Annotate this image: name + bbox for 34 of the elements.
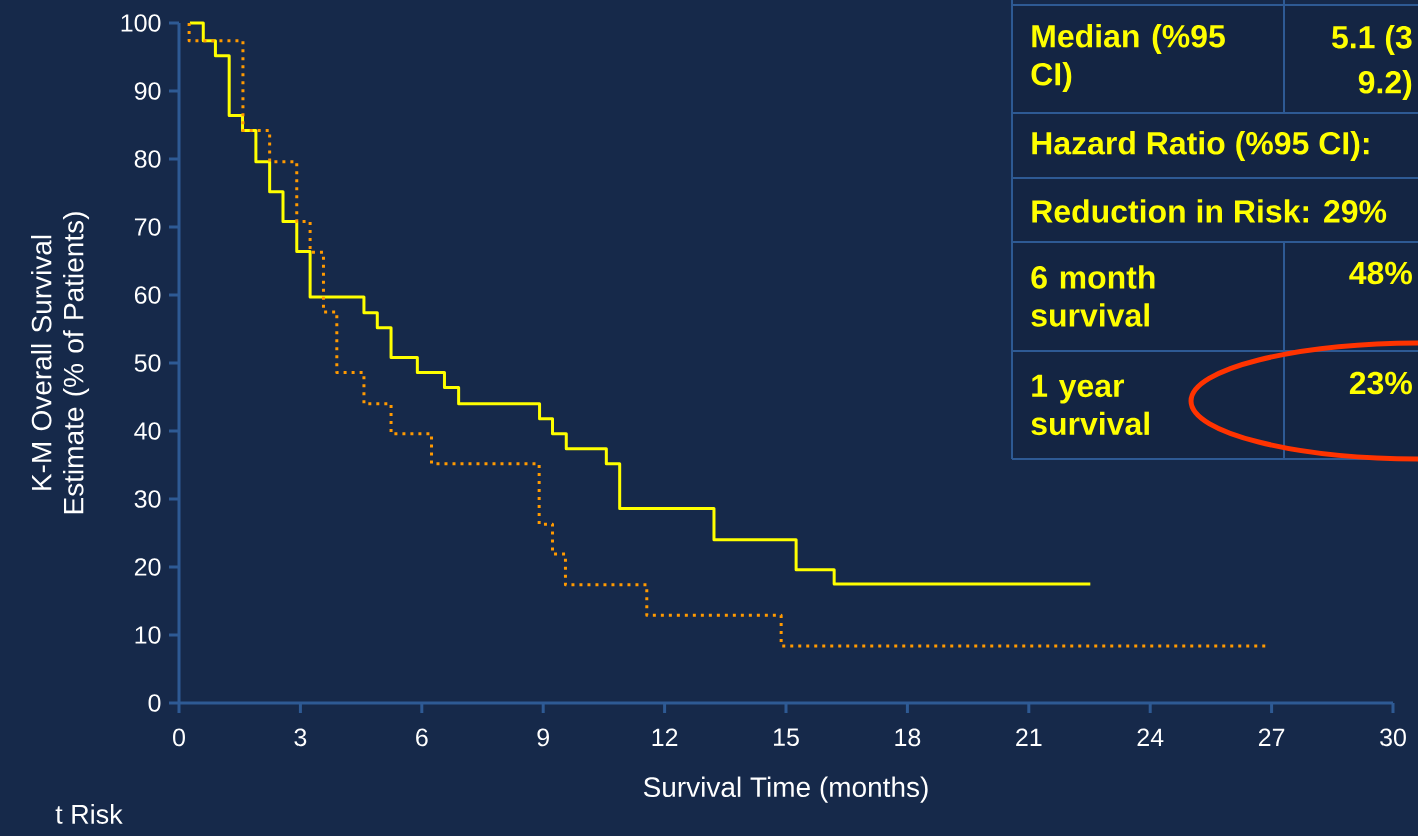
annotation: 1 year survival bbox=[1031, 374, 1149, 436]
y-axis-title: K-M Overall Survival Estimate (% of Patients) bbox=[30, 212, 90, 514]
x-tick-label: 9 bbox=[537, 728, 549, 747]
annotation: 5.1 (3 bbox=[1331, 25, 1412, 55]
annotation: 9.2) bbox=[1358, 70, 1412, 100]
text: t Risk bbox=[55, 804, 123, 824]
y-tick-label: 90 bbox=[134, 82, 161, 100]
y-tick-label: 80 bbox=[134, 150, 161, 168]
y-tick-label: 20 bbox=[134, 558, 161, 576]
y-tick-label: 10 bbox=[135, 626, 161, 644]
y-tick-label: 40 bbox=[134, 422, 161, 440]
y-tick-label: 30 bbox=[134, 490, 161, 508]
annotation: Reduction in Risk: 29% bbox=[1032, 199, 1387, 223]
x-tick-label: 27 bbox=[1258, 728, 1285, 746]
y-tick-label: 50 bbox=[134, 354, 161, 372]
x-tick-label: 30 bbox=[1380, 728, 1406, 747]
annotation: 48% bbox=[1349, 261, 1412, 285]
x-tick-label: 0 bbox=[173, 728, 185, 747]
annotation: 6 month survival bbox=[1031, 265, 1155, 327]
annotation: Median (%95 CI) bbox=[1031, 24, 1225, 92]
x-tick-label: 15 bbox=[774, 728, 799, 746]
x-tick-label: 18 bbox=[895, 728, 921, 747]
x-tick-label: 3 bbox=[294, 728, 307, 747]
x-tick-label: 6 bbox=[416, 728, 428, 747]
annotation: 23% bbox=[1349, 371, 1412, 395]
y-tick-label: 70 bbox=[134, 218, 161, 236]
x-axis-title: Survival Time (months) bbox=[643, 776, 928, 803]
x-tick-label: 24 bbox=[1137, 728, 1164, 746]
annotation: Hazard Ratio (%95 CI): bbox=[1032, 131, 1369, 161]
x-tick-label: 12 bbox=[652, 728, 678, 746]
x-tick-label: 21 bbox=[1016, 728, 1042, 746]
y-tick-label: 0 bbox=[148, 694, 161, 712]
y-tick-label: 60 bbox=[134, 286, 161, 304]
y-tick-label: 100 bbox=[121, 14, 161, 32]
